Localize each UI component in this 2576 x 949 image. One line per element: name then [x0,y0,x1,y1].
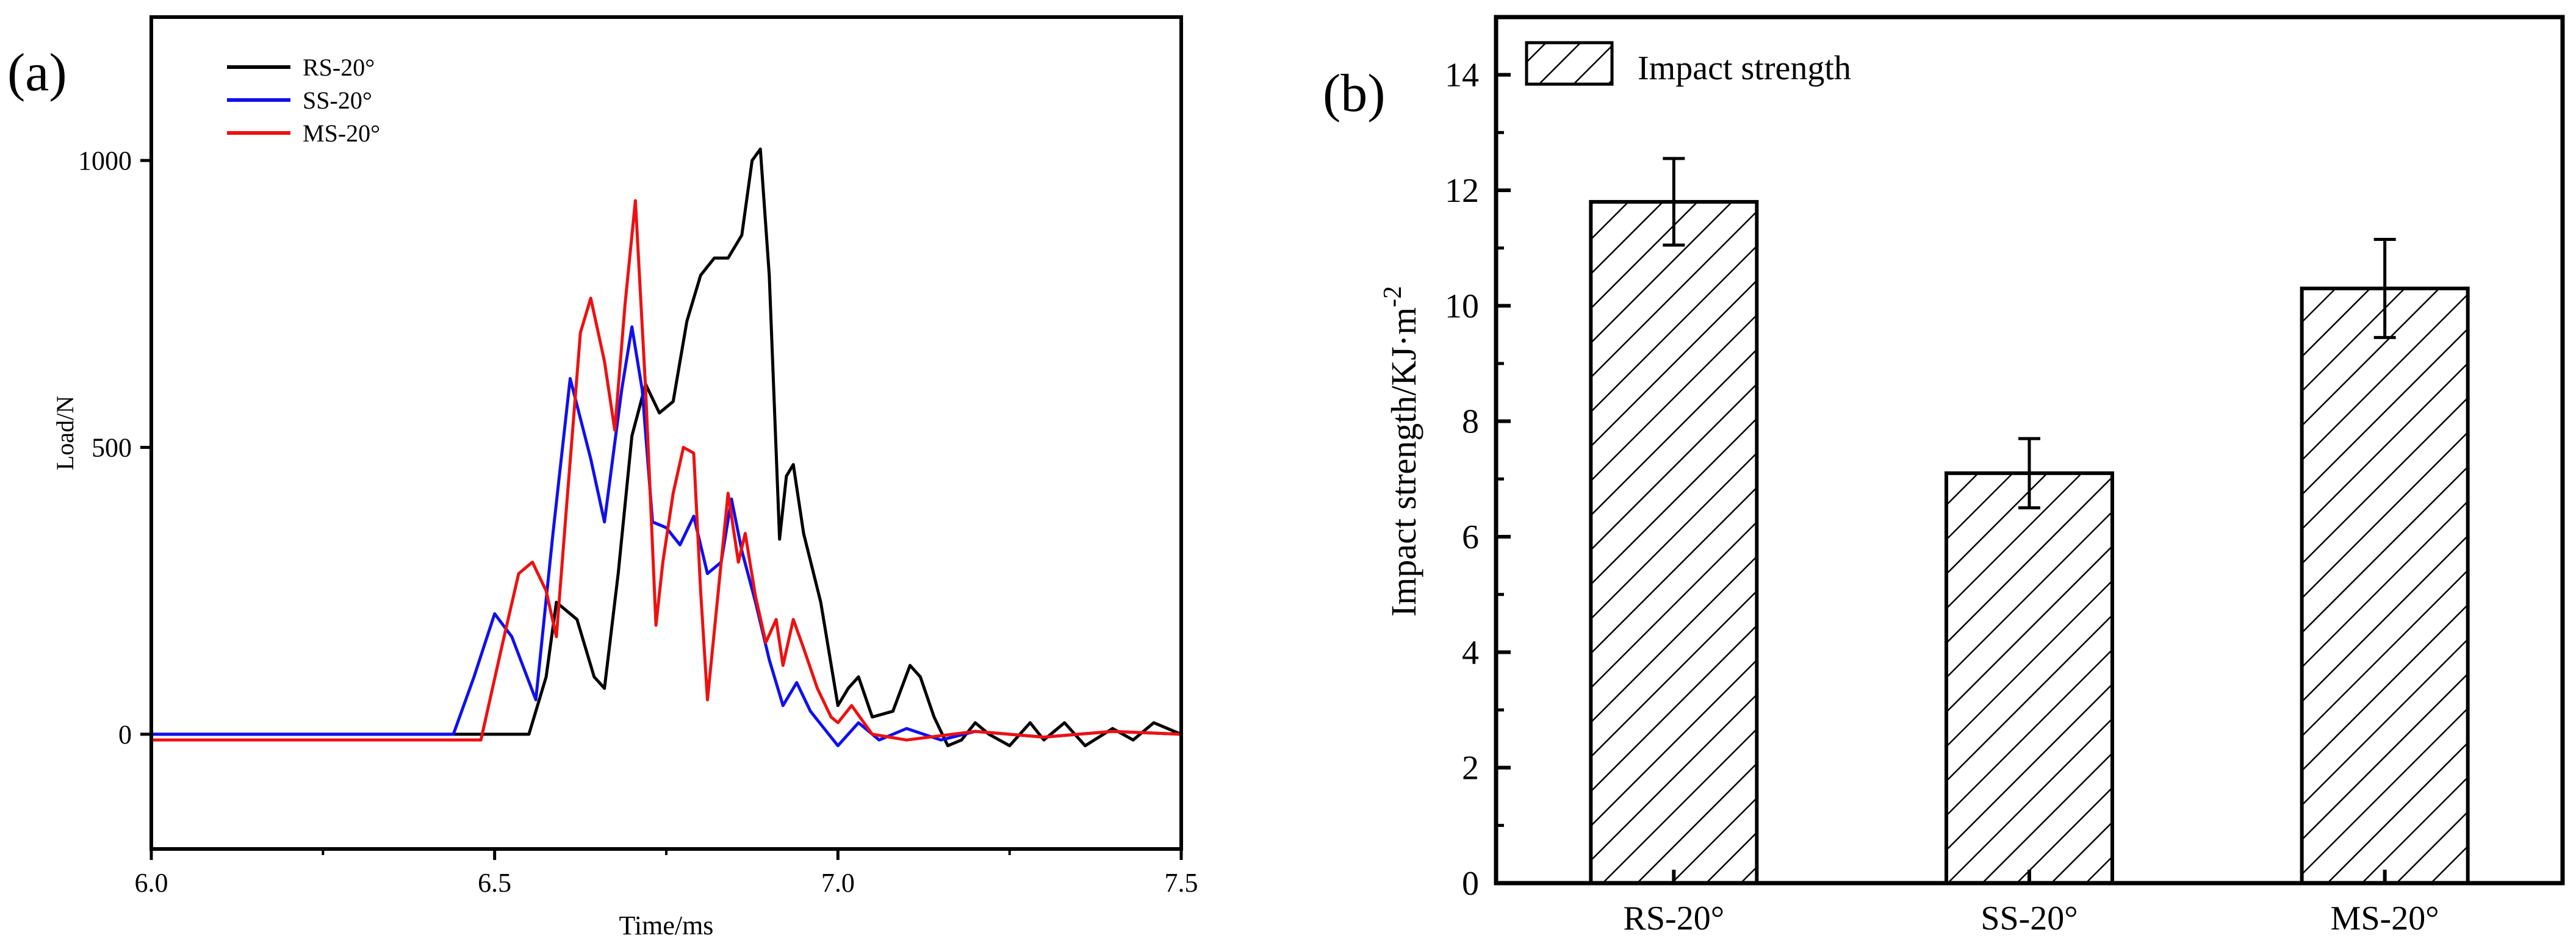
y-tick-label: 2 [1462,750,1479,787]
panel-a-label: (a) [7,43,67,102]
y-tick-label: 500 [92,433,132,463]
series-line-ms-20 [151,199,1181,742]
bar-ms-20 [2300,286,2470,885]
panel-a-legend: RS-20° SS-20° MS-20° [227,54,380,147]
x-tick-label: 7.0 [821,868,855,898]
panel-b: (b) RS-20° SS-20° MS-20° 0 2 4 6 8 10 12 14 Impac… [1323,15,2565,937]
y-tick-label: 14 [1445,57,1479,95]
legend-label-rs: RS-20° [303,54,375,81]
category-label-ss-20: SS-20° [1981,900,2078,937]
legend-swatch-impact [1525,41,1614,86]
series-line-rs-20 [151,147,1181,748]
x-tick-label: 6.0 [135,868,168,898]
y-tick-label: 12 [1445,172,1479,210]
panel-b-axis-ticks: 0 2 4 6 8 10 12 14 [1445,57,1511,903]
y-tick-label: 8 [1462,403,1479,441]
panel-a-x-axis-label: Time/ms [619,911,714,940]
y-tick-label: 0 [118,720,132,750]
panel-a-series-group [151,147,1181,748]
panel-a-axis-ticks: 6.0 6.5 7.0 7.5 0 500 1000 [78,146,1198,898]
category-label-rs-20: RS-20° [1624,900,1725,937]
legend-label-ss: SS-20° [303,87,372,114]
panel-b-y-axis-label: Impact strength/KJ·m-2 [1379,286,1423,617]
x-tick-label: 6.5 [478,868,511,898]
panel-b-bars-group: RS-20° SS-20° MS-20° [1589,157,2470,937]
legend-label-ms: MS-20° [303,120,380,147]
panel-b-y-axis-label-sup: -2 [1379,286,1407,307]
y-tick-label: 1000 [78,146,132,176]
panel-a-y-axis-label: Load/N [51,396,79,470]
y-tick-label: 10 [1445,287,1479,325]
panel-b-y-axis-label-main: Impact strength/KJ·m [1384,307,1423,617]
legend-label-impact: Impact strength [1638,49,1851,87]
panel-b-label: (b) [1323,64,1386,123]
y-tick-label: 0 [1462,865,1479,903]
panel-b-legend: Impact strength [1525,41,1851,87]
bar-rs-20 [1589,199,1759,885]
category-label-ms-20: MS-20° [2331,900,2439,937]
series-line-ss-20 [151,325,1181,748]
bar-ss-20 [1945,471,2114,885]
x-tick-label: 7.5 [1165,868,1198,898]
panel-b-frame [1494,15,2565,886]
y-tick-label: 4 [1462,634,1479,671]
y-tick-label: 6 [1462,518,1479,556]
